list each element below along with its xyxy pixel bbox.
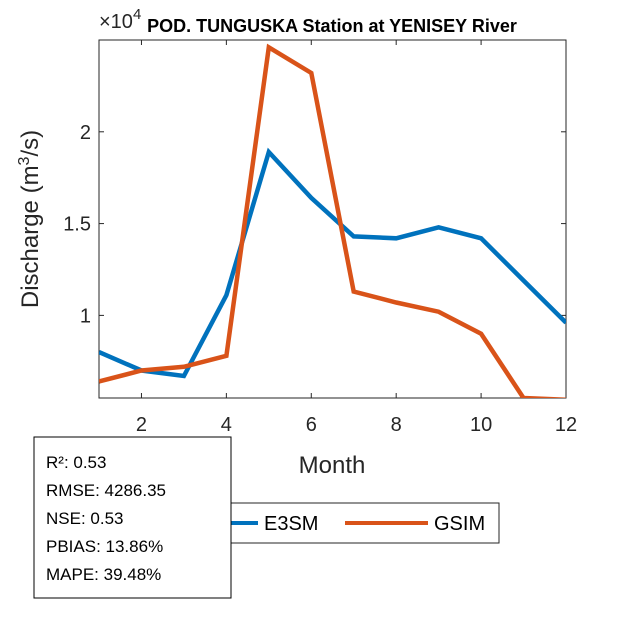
stats-r2: R²: 0.53 [46,453,106,472]
x-tick-label: 6 [306,414,317,436]
stats-box: R²: 0.53 RMSE: 4286.35 NSE: 0.53 PBIAS: … [33,436,232,599]
x-tick-label: 8 [391,414,402,436]
stats-mape: MAPE: 39.48% [46,565,161,584]
legend-label-gsim: GSIM [434,513,485,535]
legend-label-e3sm: E3SM [264,513,318,535]
x-tick-label: 12 [555,414,577,436]
stats-box-frame [33,436,232,599]
y-tick-label: 1 [80,305,91,327]
y-tick-label: 2 [80,122,91,144]
x-tick-label: 10 [470,414,492,436]
y-axis-exponent: ×104 [99,6,141,33]
exponent-base: ×10 [99,11,133,33]
x-axis-ticks: 2 4 6 8 10 12 [136,40,577,436]
y-axis-label-main: Discharge (m [17,165,44,308]
stats-nse: NSE: 0.53 [46,509,124,528]
series-line-gsim [99,43,566,398]
x-axis-label: Month [299,452,366,479]
series-line-e3sm [99,147,566,379]
chart-title: POD. TUNGUSKA Station at YENISEY River [147,16,517,36]
y-tick-label: 1.5 [63,214,91,236]
x-tick-label: 2 [136,414,147,436]
exponent-power: 4 [133,6,141,23]
stats-rmse: RMSE: 4286.35 [46,481,166,500]
y-axis-label: Discharge (m3/s) [16,130,44,308]
stats-pbias: PBIAS: 13.86% [46,537,163,556]
y-axis-ticks: 11.52 [63,122,566,327]
legend: E3SM GSIM [211,502,500,544]
y-axis-label-sup: 3 [16,156,33,165]
series-layer [99,43,566,398]
x-tick-label: 4 [221,414,232,436]
y-axis-label-tail: /s) [17,130,44,157]
